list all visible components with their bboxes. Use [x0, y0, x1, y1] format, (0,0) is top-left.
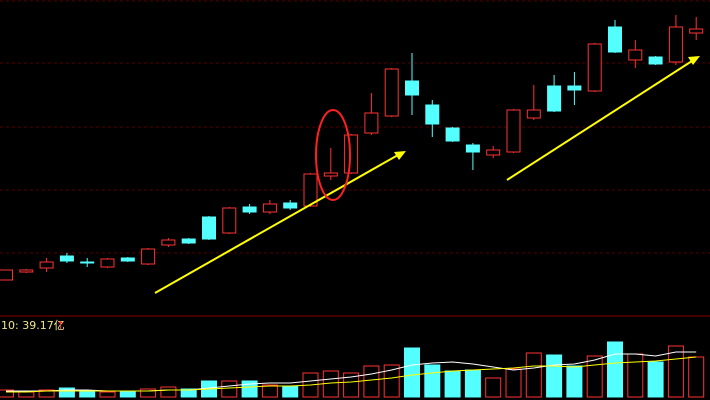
candle-body [547, 85, 562, 112]
volume-bar [424, 364, 441, 398]
volume-arrow: ↑ [56, 319, 65, 332]
volume-bar [627, 353, 644, 398]
volume-bar [221, 380, 238, 398]
candle-body [100, 258, 115, 268]
volume-bar [160, 386, 177, 398]
candle-body [506, 109, 521, 153]
candle-body [668, 26, 683, 63]
volume-bar [343, 372, 360, 398]
candle-body [689, 28, 704, 34]
volume-bar [647, 361, 664, 398]
marks [0, 15, 705, 398]
volume-bar [79, 391, 96, 398]
volume-label: 10: 39.17亿 [1, 319, 65, 332]
volume-bar [58, 387, 75, 398]
volume-bar [241, 380, 258, 398]
volume-bar [0, 389, 14, 398]
trend-arrow [154, 154, 399, 294]
candle-body [445, 127, 460, 142]
candle-body [59, 255, 74, 262]
volume-bar [261, 384, 278, 398]
volume-bar [444, 370, 461, 398]
arrow-head [394, 151, 406, 160]
candle-body [608, 26, 622, 53]
volume-bar [363, 365, 380, 398]
candle-body [628, 49, 643, 61]
volume-bar [38, 389, 55, 398]
volume-bar [505, 368, 522, 398]
candle-body [486, 149, 501, 156]
candle-body [425, 104, 440, 125]
annotations [154, 56, 700, 294]
candle-body [587, 43, 602, 92]
volume-bar [566, 365, 583, 398]
candle-body [364, 112, 379, 134]
volume-bar [485, 377, 502, 398]
volume-bar [546, 354, 563, 398]
volume-bar [688, 356, 705, 398]
volume-bar [18, 391, 35, 398]
candle-body [283, 202, 298, 209]
candle-body [384, 68, 399, 117]
volume-bar [586, 355, 603, 398]
candle-body [222, 207, 237, 234]
candle-body [19, 269, 34, 273]
candle-body [202, 216, 216, 240]
volume-bar [180, 388, 197, 398]
volume-bar [464, 369, 481, 398]
candle-body [344, 134, 359, 174]
candle-body [648, 56, 663, 65]
volume-ma-line [6, 351, 697, 392]
highlight-circle [315, 109, 351, 201]
arrow-head [688, 56, 700, 65]
candle-body [323, 172, 338, 177]
volume-bar [140, 388, 157, 398]
volume-ma-line [6, 356, 697, 393]
candle-body [0, 269, 13, 281]
trend-arrow [506, 60, 693, 181]
candle-body [80, 261, 95, 264]
candle-body [465, 144, 480, 153]
volume-bar [119, 390, 136, 398]
candle-body [405, 80, 419, 96]
candle-body [39, 261, 54, 269]
candle-body [120, 257, 135, 262]
candle-body [242, 206, 257, 213]
candle-body [161, 239, 176, 246]
candle-body [141, 248, 156, 265]
volume-bar [667, 345, 684, 398]
volume-bar [383, 364, 400, 398]
candle-body [567, 85, 582, 91]
volume-bar [99, 391, 116, 398]
candle-body [181, 238, 196, 244]
candle-body [526, 109, 541, 119]
volume-bar [607, 341, 623, 398]
candle-body [303, 173, 318, 207]
candle-body [262, 203, 277, 213]
volume-bar [282, 385, 299, 398]
grid [0, 0, 710, 254]
volume-bar [525, 352, 542, 398]
volume-bar [404, 347, 420, 398]
